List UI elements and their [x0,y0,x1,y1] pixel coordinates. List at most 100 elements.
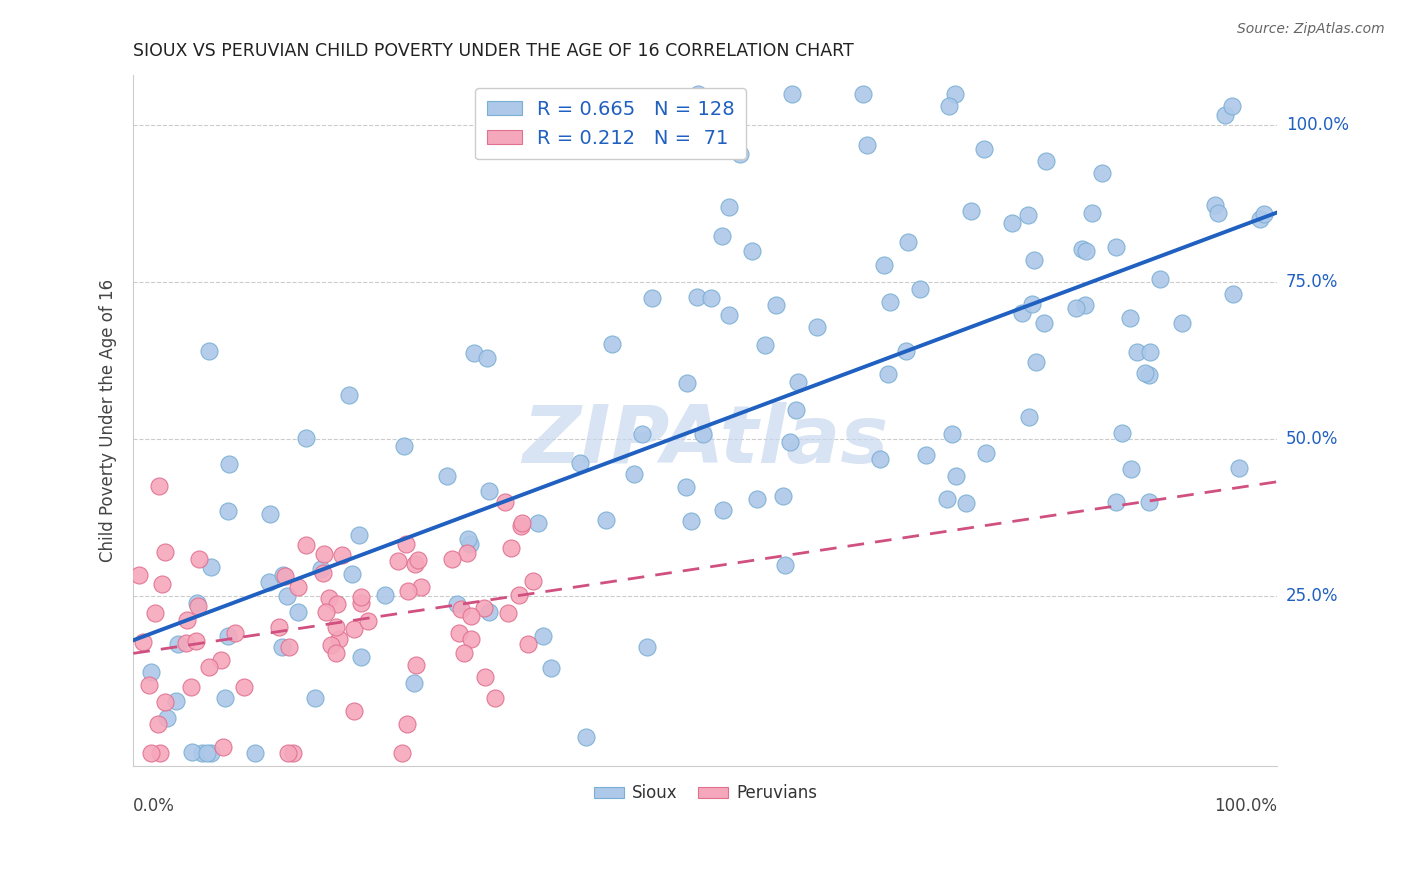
Text: 0.0%: 0.0% [134,797,176,814]
Point [349,528,371,542]
Point [779,435,801,450]
Point [711,228,734,243]
Point [869,451,891,466]
Point [498,606,520,620]
Point [509,518,531,533]
Point [1137,495,1160,509]
Point [1071,242,1094,256]
Point [855,138,877,153]
Point [1119,310,1142,325]
Point [396,583,419,598]
Point [1035,154,1057,169]
Point [686,290,709,304]
Point [478,605,501,619]
Point [441,552,464,566]
Point [575,730,598,744]
Point [224,625,246,640]
Point [233,680,256,694]
Point [765,298,787,312]
Point [156,711,179,725]
Point [325,646,347,660]
Point [267,620,290,634]
Point [754,337,776,351]
Point [474,670,496,684]
Point [278,640,301,655]
Point [141,665,163,679]
Point [718,200,741,214]
Point [945,468,967,483]
Point [879,294,901,309]
Point [176,614,198,628]
Point [276,589,298,603]
Point [165,694,187,708]
Point [295,538,318,552]
Point [391,746,413,760]
Point [897,235,920,250]
Point [350,590,373,604]
Point [1222,287,1244,301]
Point [501,541,523,555]
Point [675,480,697,494]
Point [436,469,458,483]
Point [1064,301,1087,315]
Point [692,426,714,441]
Point [595,513,617,527]
Point [218,457,240,471]
Point [148,717,170,731]
Text: 75.0%: 75.0% [1286,273,1339,292]
Point [405,657,427,672]
Point [876,367,898,381]
Point [446,598,468,612]
Point [718,309,741,323]
Point [1111,425,1133,440]
Point [1076,244,1098,258]
Point [287,580,309,594]
Point [915,448,938,462]
Point [1227,460,1250,475]
Point [325,619,347,633]
Point [600,336,623,351]
Point [1081,206,1104,220]
Point [404,675,426,690]
Point [295,431,318,445]
Point [138,678,160,692]
Point [457,532,479,546]
Point [1001,216,1024,230]
Point [312,566,335,580]
Point [184,633,207,648]
Point [540,661,562,675]
Point [342,567,364,582]
Point [406,553,429,567]
Point [641,291,664,305]
Point [938,99,960,113]
Point [1126,345,1149,359]
Point [209,653,232,667]
Point [1091,166,1114,180]
Point [198,660,221,674]
Point [943,87,966,101]
Point [569,456,592,470]
Point [699,291,721,305]
Point [409,580,432,594]
Point [139,746,162,760]
Point [187,599,209,614]
Point [955,496,977,510]
Point [155,695,177,709]
Point [1133,366,1156,380]
Point [349,596,371,610]
Point [214,690,236,705]
Point [143,606,166,620]
Point [460,609,482,624]
Point [271,568,294,582]
Point [786,376,808,390]
Point [374,588,396,602]
Point [449,625,471,640]
Point [200,559,222,574]
Point [149,746,172,760]
Point [873,258,896,272]
Point [343,623,366,637]
Point [741,244,763,258]
Text: 50.0%: 50.0% [1286,430,1339,449]
Point [217,629,239,643]
Point [309,562,332,576]
